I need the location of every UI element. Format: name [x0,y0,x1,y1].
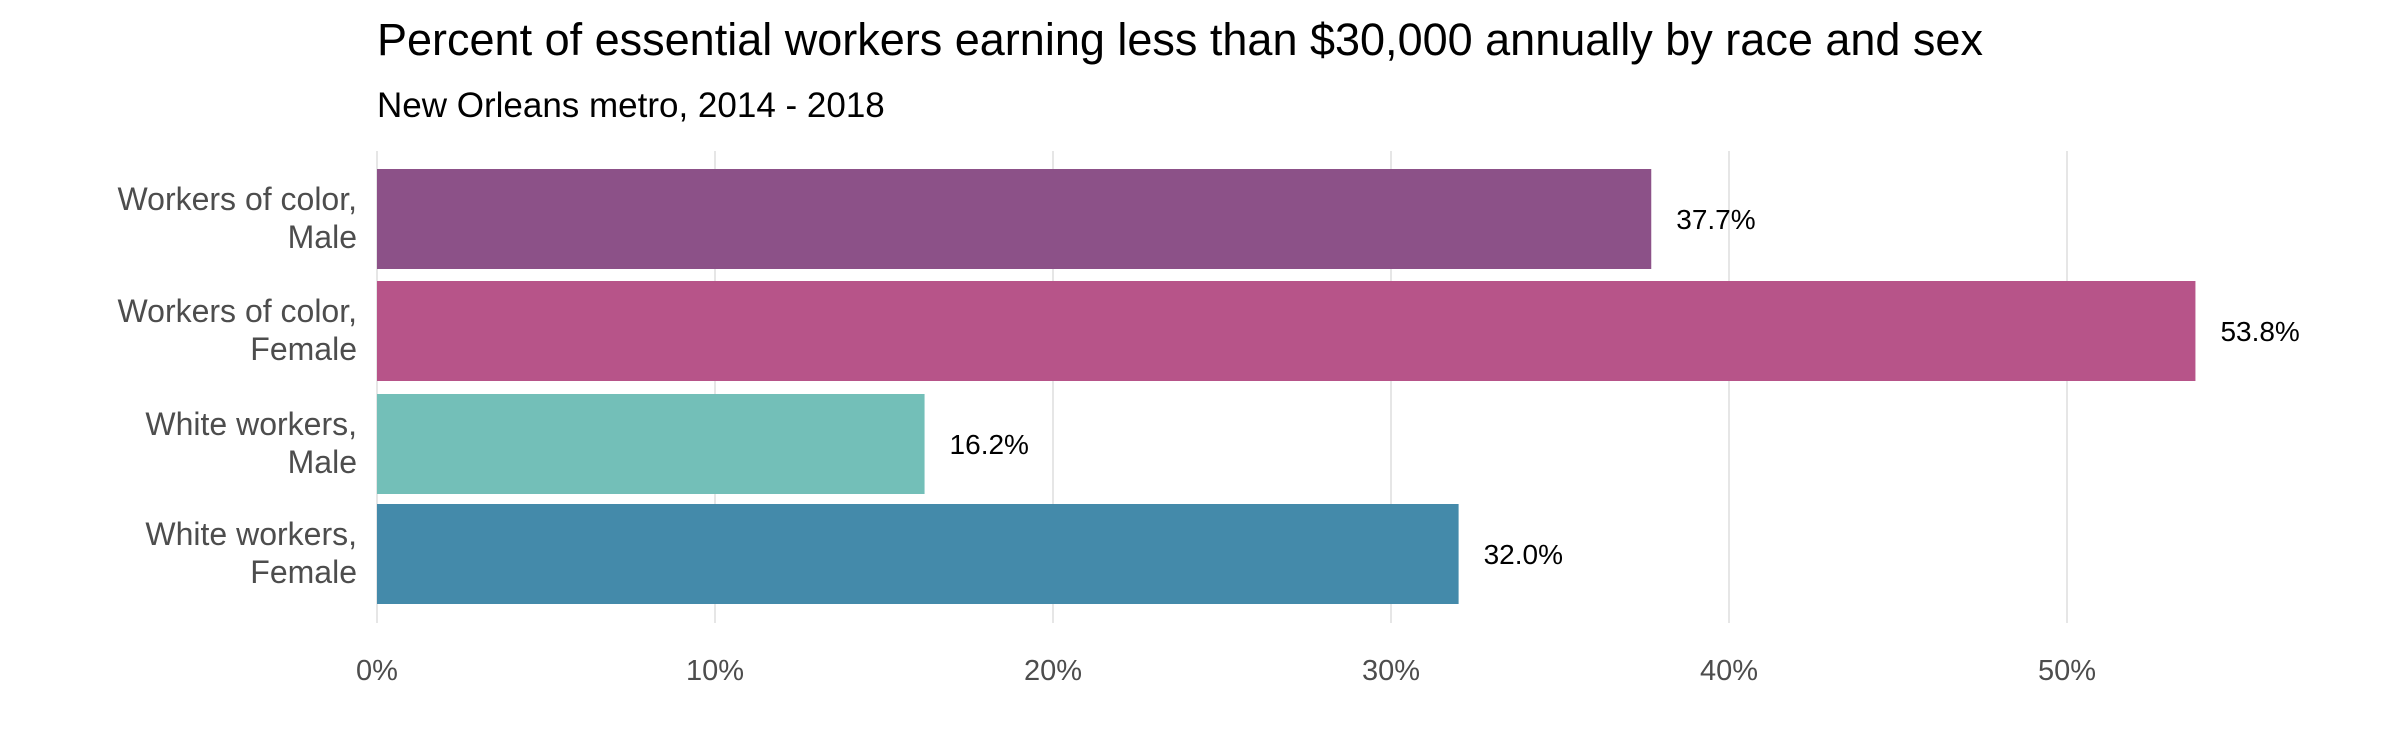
x-tick-label: 0% [356,655,398,687]
x-tick-label: 20% [1024,655,1082,687]
y-category-label: White workers, [145,516,357,552]
x-tick-label: 10% [686,655,744,687]
y-category-label: White workers, [145,406,357,442]
value-label: 32.0% [1484,539,1563,570]
y-category-label: Male [288,219,357,255]
x-tick-label: 40% [1700,655,1758,687]
y-category-label: Female [250,331,357,367]
bar [377,394,925,494]
y-category-label: Female [250,554,357,590]
bar [377,281,2196,381]
y-category-label: Workers of color, [118,181,357,217]
value-label: 16.2% [950,429,1029,460]
chart-title: Percent of essential workers earning les… [377,14,1983,65]
chart-subtitle: New Orleans metro, 2014 - 2018 [377,86,885,125]
x-tick-label: 50% [2038,655,2096,687]
x-tick-label: 30% [1362,655,1420,687]
value-label: 53.8% [2220,316,2299,347]
value-label: 37.7% [1676,204,1755,235]
y-category-label: Male [288,444,357,480]
y-category-label: Workers of color, [118,293,357,329]
bar [377,169,1652,269]
bar [377,504,1459,604]
